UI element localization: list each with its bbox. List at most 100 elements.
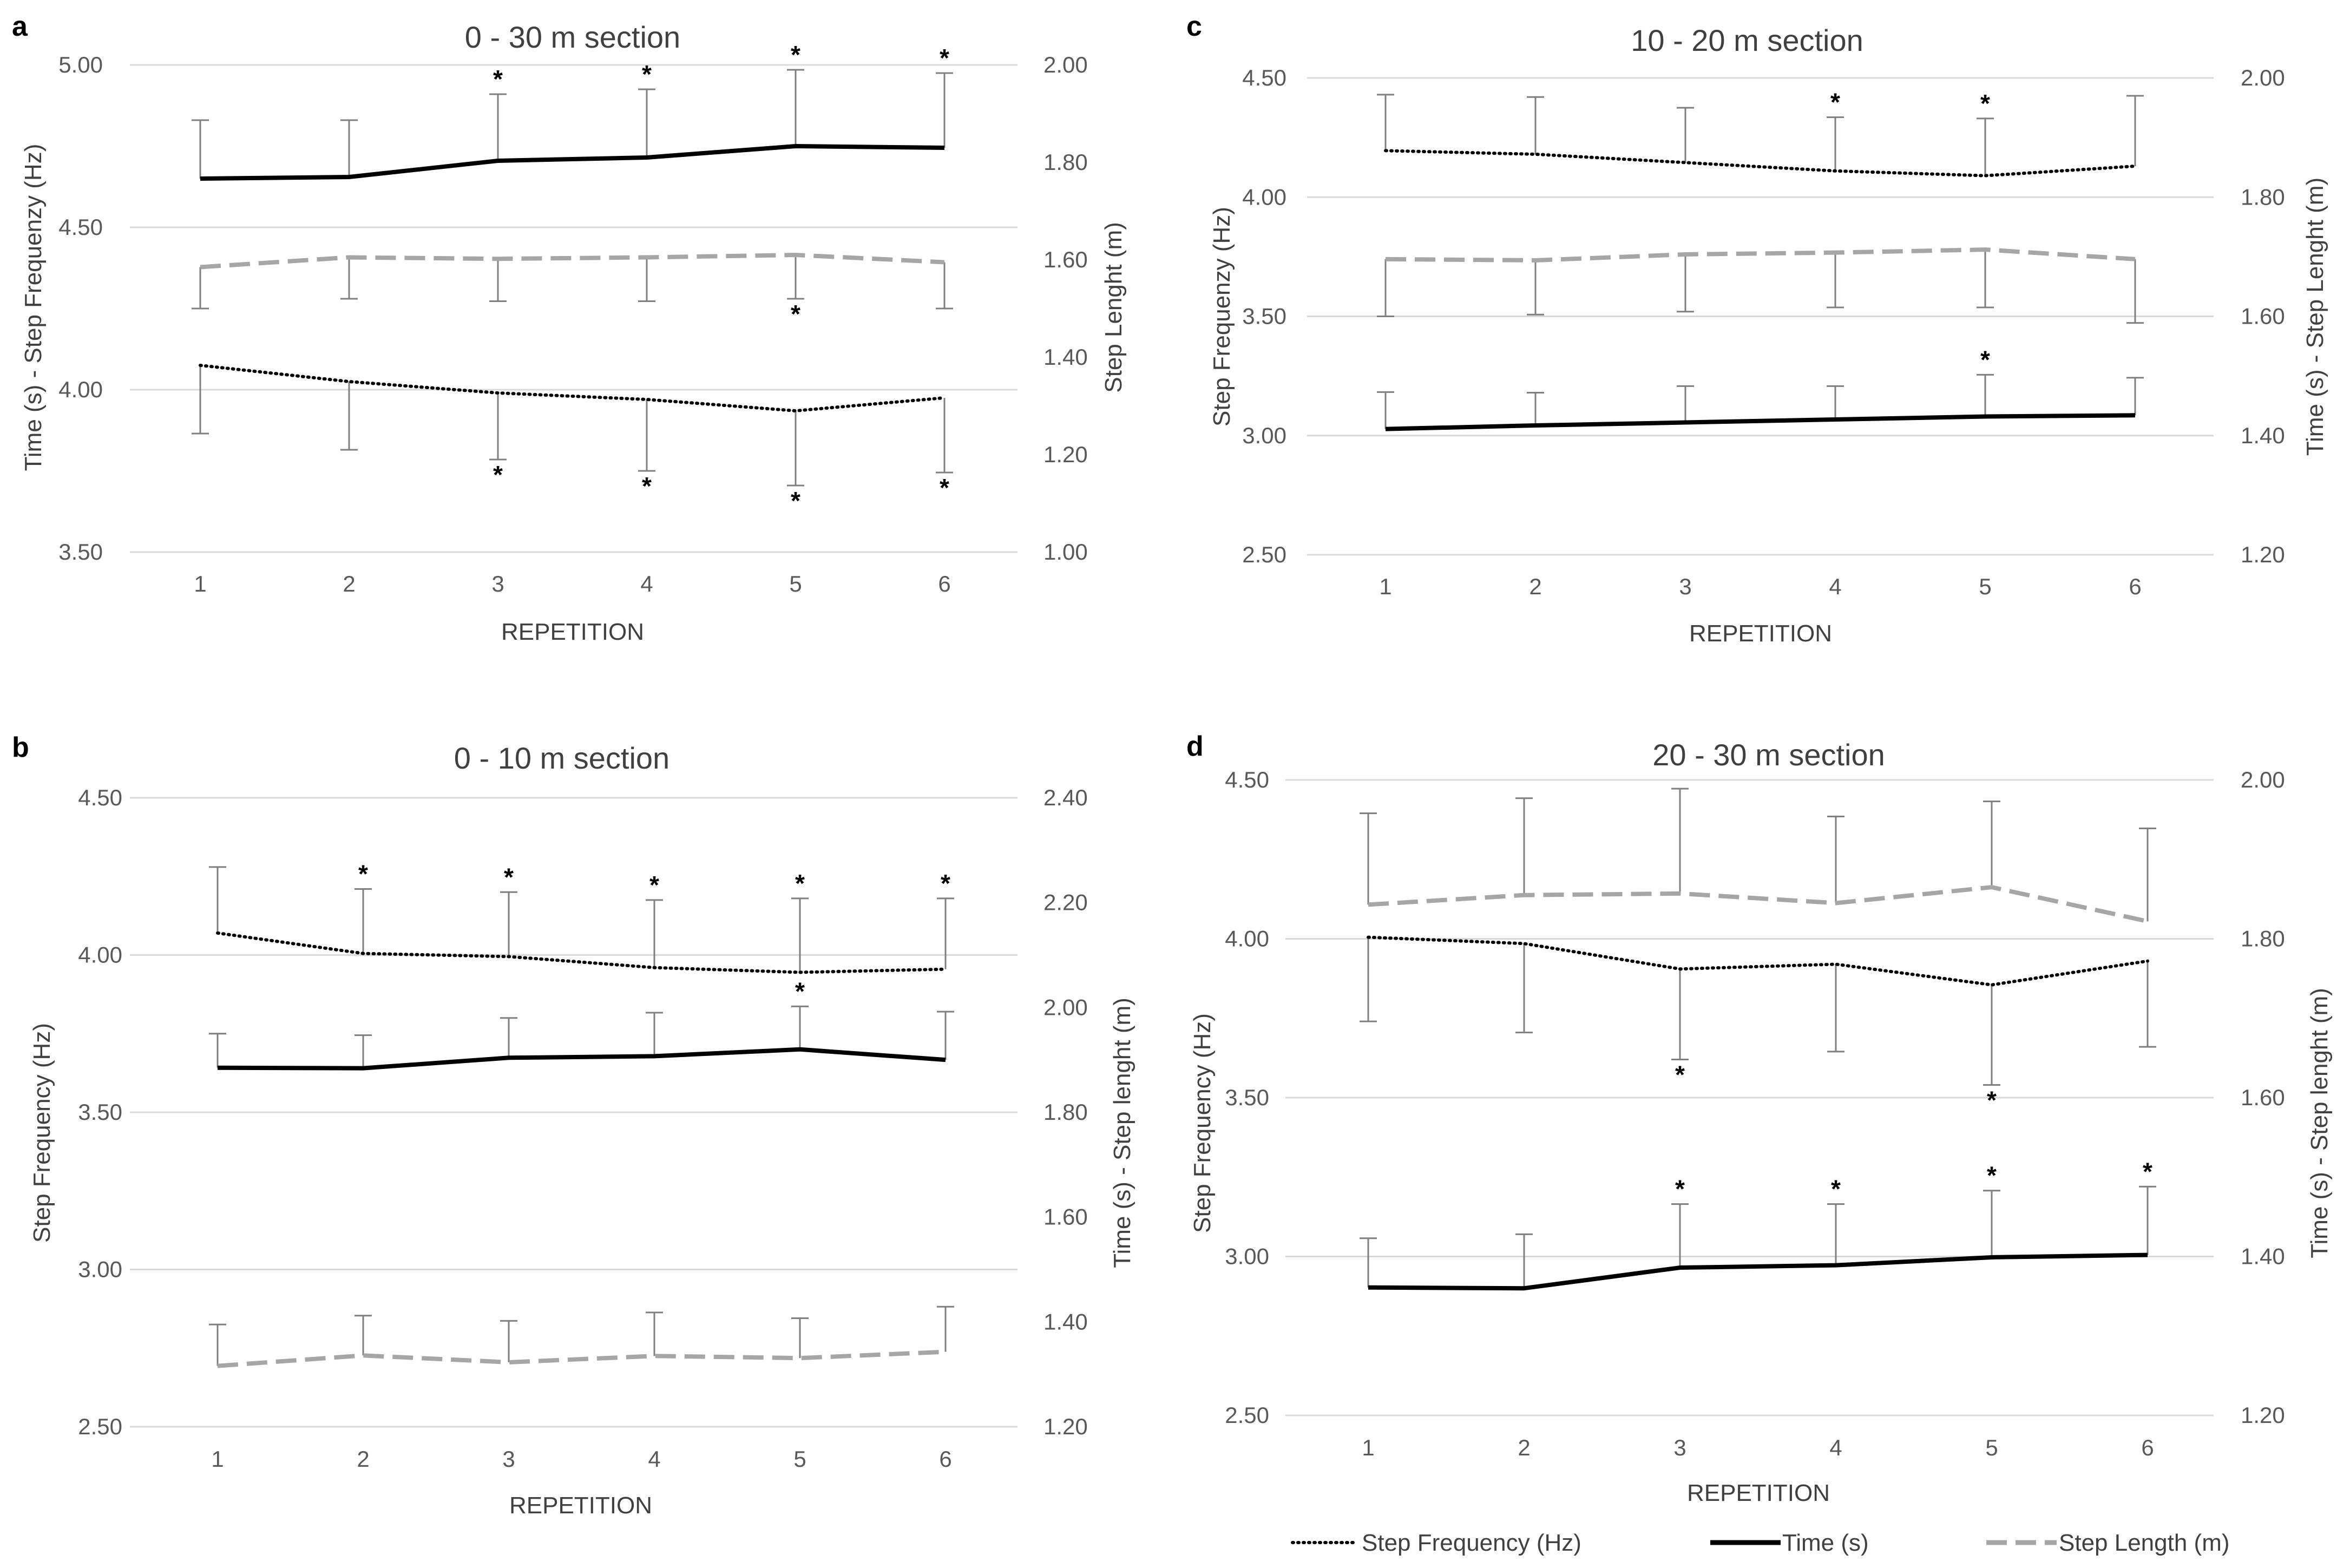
panel-c: c 10 - 20 m section REPETITION Step Freq… xyxy=(1186,11,2328,647)
significance-star: * xyxy=(791,300,800,328)
significance-star: * xyxy=(1675,1061,1685,1089)
panel-b-plot: 2.50 3.00 3.50 4.00 4.50 1.20 1.40 1.60 1.80 2.00… xyxy=(78,785,1088,1472)
right-tick-label: 1.20 xyxy=(2241,1402,2285,1428)
panel-c-right-axis-label: Time (s) - Step Lenght (m) xyxy=(2302,178,2328,456)
x-tick-label: 1 xyxy=(211,1446,224,1472)
panel-d-letter: d xyxy=(1186,731,1204,762)
panel-b-right-axis-label: Time (s) - Step lenght (m) xyxy=(1109,998,1135,1268)
panel-b-letter: b xyxy=(12,732,29,763)
left-tick-label: 2.50 xyxy=(78,1414,122,1439)
x-tick-label: 6 xyxy=(2141,1435,2154,1460)
significance-star: * xyxy=(940,44,949,72)
significance-star: * xyxy=(940,474,949,502)
right-tick-label: 1.40 xyxy=(2241,423,2285,448)
significance-star: * xyxy=(642,60,652,88)
significance-star: * xyxy=(1987,1086,1997,1114)
significance-star: * xyxy=(1830,88,1840,116)
x-tick-label: 4 xyxy=(640,571,653,596)
panel-c-title: 10 - 20 m section xyxy=(1631,23,1863,57)
x-tick-label: 2 xyxy=(357,1446,369,1472)
left-tick-label: 3.00 xyxy=(1242,423,1286,448)
legend-item-step-frequency: Step Frequency (Hz) xyxy=(1291,1530,1581,1556)
panel-b-x-axis-label: REPETITION xyxy=(509,1492,652,1519)
x-tick-label: 2 xyxy=(1518,1435,1530,1460)
panel-b: b 0 - 10 m section REPETITION Step Frequ… xyxy=(12,732,1135,1519)
panel-c-x-axis-label: REPETITION xyxy=(1689,620,1832,647)
legend-label-time: Time (s) xyxy=(1782,1530,1869,1556)
right-tick-label: 2.40 xyxy=(1043,785,1088,810)
left-tick-label: 4.50 xyxy=(1242,65,1286,90)
right-tick-label: 1.20 xyxy=(1043,442,1088,467)
significance-star: * xyxy=(504,863,514,891)
left-tick-label: 3.50 xyxy=(1242,304,1286,329)
significance-star: * xyxy=(2143,1157,2152,1185)
right-tick-label: 2.00 xyxy=(2241,767,2285,792)
right-tick-label: 1.20 xyxy=(1043,1414,1088,1439)
right-tick-label: 1.40 xyxy=(1043,344,1088,370)
x-tick-label: 1 xyxy=(1362,1435,1374,1460)
panel-d-title: 20 - 30 m section xyxy=(1652,738,1885,772)
panel-a-title: 0 - 30 m section xyxy=(465,20,680,54)
panel-d-x-axis-label: REPETITION xyxy=(1687,1480,1830,1506)
series-line-time xyxy=(217,1047,946,1071)
right-tick-label: 1.80 xyxy=(1043,1099,1088,1125)
significance-star: * xyxy=(493,461,503,489)
significance-star: * xyxy=(1980,345,1990,373)
x-tick-label: 1 xyxy=(1379,574,1391,599)
significance-star: * xyxy=(791,487,800,515)
x-tick-label: 3 xyxy=(1673,1435,1686,1460)
series-line-time xyxy=(200,144,945,181)
x-tick-label: 6 xyxy=(939,1446,951,1472)
series-line-length xyxy=(200,253,945,270)
x-tick-label: 4 xyxy=(1829,1435,1842,1460)
right-tick-label: 1.80 xyxy=(2241,184,2285,209)
right-tick-label: 1.80 xyxy=(2241,926,2285,952)
right-tick-label: 2.00 xyxy=(1043,994,1088,1020)
left-tick-label: 5.00 xyxy=(58,52,103,77)
legend-label-step-length: Step Length (m) xyxy=(2059,1530,2230,1556)
x-tick-label: 5 xyxy=(1985,1435,1998,1460)
panel-d-plot: 2.50 3.00 3.50 4.00 4.50 1.20 1.40 1.60 1.80 2.00… xyxy=(1225,767,2285,1460)
significance-star: * xyxy=(941,869,950,897)
legend: Step Frequency (Hz) Time (s) Step Length… xyxy=(1291,1530,2230,1556)
x-tick-label: 6 xyxy=(938,571,950,596)
panel-c-plot: 2.50 3.00 3.50 4.00 4.50 1.20 1.40 1.60 1.80 2.00… xyxy=(1242,65,2285,599)
right-tick-label: 1.40 xyxy=(1043,1309,1088,1334)
x-tick-label: 2 xyxy=(1529,574,1541,599)
x-tick-label: 5 xyxy=(1979,574,1991,599)
right-tick-label: 1.60 xyxy=(1043,1204,1088,1230)
series-line-length xyxy=(1385,247,2136,263)
x-tick-label: 2 xyxy=(343,571,355,596)
left-tick-label: 4.50 xyxy=(58,214,103,240)
series-line-time xyxy=(1368,1252,2148,1291)
left-tick-label: 3.00 xyxy=(1225,1244,1269,1269)
left-tick-label: 4.00 xyxy=(58,377,103,402)
series-line-freq xyxy=(1367,935,2149,987)
significance-star: * xyxy=(791,41,800,69)
significance-star: * xyxy=(1831,1175,1841,1203)
legend-item-step-length: Step Length (m) xyxy=(1986,1530,2230,1556)
panel-d-left-axis-label: Step Frequency (Hz) xyxy=(1189,1013,1216,1233)
series-line-freq xyxy=(1384,149,2137,178)
panel-d: d 20 - 30 m section REPETITION Step Freq… xyxy=(1186,731,2333,1506)
right-tick-label: 1.60 xyxy=(2241,1085,2285,1110)
left-tick-label: 3.50 xyxy=(1225,1085,1269,1110)
significance-star: * xyxy=(1987,1162,1997,1190)
left-tick-label: 4.00 xyxy=(1225,926,1269,952)
left-tick-label: 3.00 xyxy=(78,1257,122,1282)
right-tick-label: 1.20 xyxy=(2241,542,2285,567)
legend-item-time: Time (s) xyxy=(1710,1530,1869,1556)
panel-b-left-axis-label: Step Frequency (Hz) xyxy=(29,1023,55,1243)
left-tick-label: 3.50 xyxy=(78,1099,122,1125)
right-tick-label: 2.00 xyxy=(2241,65,2285,90)
right-tick-label: 1.40 xyxy=(2241,1244,2285,1269)
left-tick-label: 2.50 xyxy=(1225,1402,1269,1428)
right-tick-label: 2.00 xyxy=(1043,52,1088,77)
left-tick-label: 2.50 xyxy=(1242,542,1286,567)
panel-a-right-axis-label: Step Lenght (m) xyxy=(1100,222,1127,393)
series-line-time xyxy=(1385,413,2136,431)
significance-star: * xyxy=(493,65,503,93)
significance-star: * xyxy=(358,860,368,888)
panel-a-plot: 3.50 4.00 4.50 5.00 1.00 1.20 1.40 1.60 1.80 2.00… xyxy=(58,41,1088,596)
